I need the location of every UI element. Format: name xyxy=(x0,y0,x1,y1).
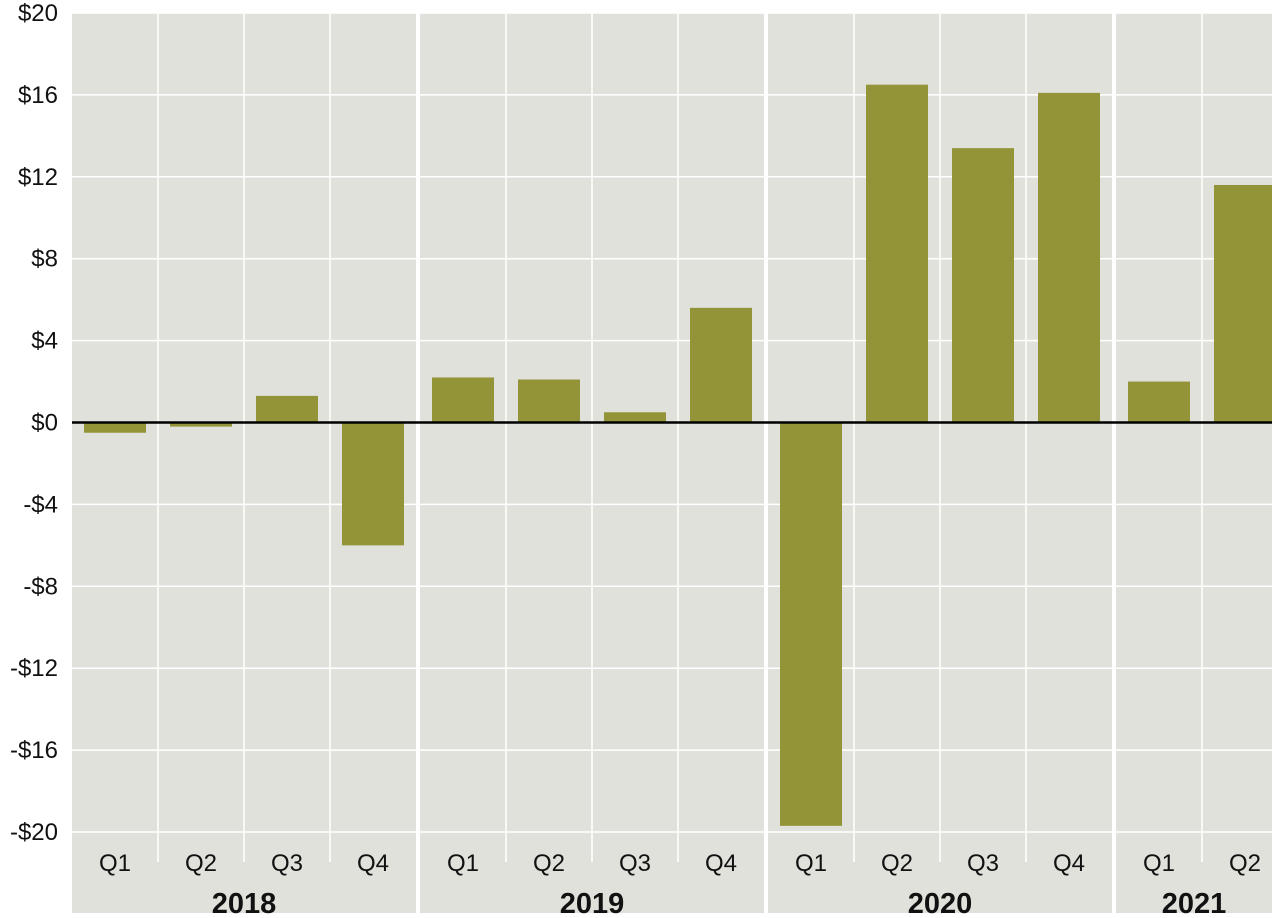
y-tick-label: -$20 xyxy=(10,819,58,846)
y-tick-label: -$12 xyxy=(10,655,58,682)
bar-2020-Q4 xyxy=(1038,92,1100,423)
bar-2018-Q4 xyxy=(342,422,404,546)
x-tick-label: Q1 xyxy=(99,850,131,877)
group-band-2021 xyxy=(1116,832,1272,913)
y-axis: $20 $16 $12 $8 $4 $0 -$4 -$8 -$12 -$16 -$20 xyxy=(10,0,58,846)
x-tick-label: Q2 xyxy=(533,850,565,877)
x-tick-label: Q3 xyxy=(271,850,303,877)
y-tick-label: -$16 xyxy=(10,737,58,764)
x-tick-label: Q2 xyxy=(185,850,217,877)
y-tick-label: $20 xyxy=(18,0,58,27)
x-tick-label: Q4 xyxy=(1053,850,1085,877)
bar-2019-Q1 xyxy=(432,377,494,423)
x-tick-label: Q4 xyxy=(705,850,737,877)
group-separator xyxy=(764,13,768,913)
group-separator xyxy=(416,13,420,913)
x-tick-label: Q3 xyxy=(967,850,999,877)
x-tick-label: Q2 xyxy=(1229,850,1261,877)
bar-2018-Q1 xyxy=(84,422,146,433)
x-group-label: 2021 xyxy=(1162,888,1227,918)
y-tick-label: $8 xyxy=(31,246,58,273)
bar-2019-Q4 xyxy=(690,307,752,423)
group-separator xyxy=(1112,13,1116,913)
bar-2019-Q2 xyxy=(518,379,580,423)
y-tick-label: $12 xyxy=(18,164,58,191)
bar-2020-Q2 xyxy=(866,84,928,423)
y-tick-label: $4 xyxy=(31,328,58,355)
x-tick-label: Q3 xyxy=(619,850,651,877)
bar-2018-Q3 xyxy=(256,395,318,423)
x-tick-label: Q1 xyxy=(1143,850,1175,877)
x-group-label: 2019 xyxy=(560,888,625,918)
y-tick-label: -$4 xyxy=(23,491,58,518)
x-tick-label: Q1 xyxy=(447,850,479,877)
bars xyxy=(84,84,1272,826)
bar-2020-Q1 xyxy=(780,422,842,826)
y-tick-label: $16 xyxy=(18,82,58,109)
bar-2019-Q3 xyxy=(604,412,666,423)
x-tick-label: Q4 xyxy=(357,850,389,877)
x-tick-label: Q1 xyxy=(795,850,827,877)
bar-2018-Q2 xyxy=(170,422,232,427)
gridlines xyxy=(72,12,1272,913)
bar-2021-Q2 xyxy=(1214,184,1272,423)
x-group-label: 2020 xyxy=(908,888,973,918)
bar-2020-Q3 xyxy=(952,148,1014,423)
x-tick-label: Q2 xyxy=(881,850,913,877)
y-tick-label: -$8 xyxy=(23,573,58,600)
bar-2021-Q1 xyxy=(1128,381,1190,423)
y-tick-label: $0 xyxy=(31,410,58,437)
x-axis: Q1 Q2 Q3 Q4 Q1 Q2 Q3 Q4 Q1 Q2 Q3 Q4 Q1 Q2 2018 2019 2020… xyxy=(99,850,1261,918)
x-group-label: 2018 xyxy=(212,888,277,918)
